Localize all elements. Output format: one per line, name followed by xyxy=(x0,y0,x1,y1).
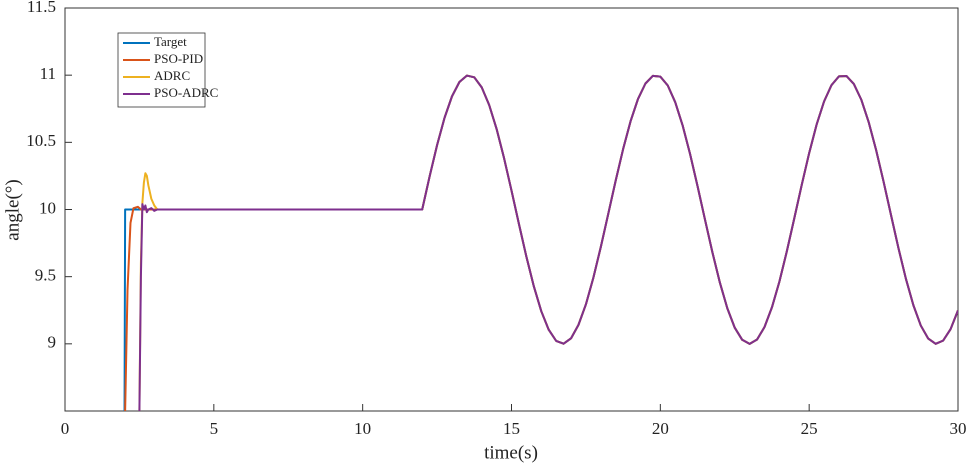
x-tick-label: 30 xyxy=(950,419,967,438)
x-tick-label: 20 xyxy=(652,419,669,438)
x-tick-label: 15 xyxy=(503,419,520,438)
legend-label: Target xyxy=(154,34,187,49)
legend-label: PSO-ADRC xyxy=(154,85,218,100)
y-tick-label: 11 xyxy=(40,64,56,83)
series-line xyxy=(138,74,958,411)
y-tick-label: 10.5 xyxy=(26,131,56,150)
x-tick-label: 0 xyxy=(61,419,70,438)
x-tick-label: 10 xyxy=(354,419,371,438)
y-tick-label: 9 xyxy=(48,333,57,352)
y-tick-label: 10 xyxy=(39,198,56,217)
y-axis-label: angle(°) xyxy=(2,179,23,240)
legend-label: ADRC xyxy=(154,68,190,83)
plot-lines xyxy=(123,74,958,411)
x-axis-label: time(s) xyxy=(484,442,538,463)
y-tick-label: 11.5 xyxy=(27,0,56,16)
x-tick-label: 25 xyxy=(801,419,818,438)
y-tick-label: 9.5 xyxy=(35,266,56,285)
legend-label: PSO-PID xyxy=(154,51,203,66)
x-tick-label: 5 xyxy=(210,419,219,438)
legend: Target PSO-PID ADRC PSO-ADRC xyxy=(117,32,218,108)
